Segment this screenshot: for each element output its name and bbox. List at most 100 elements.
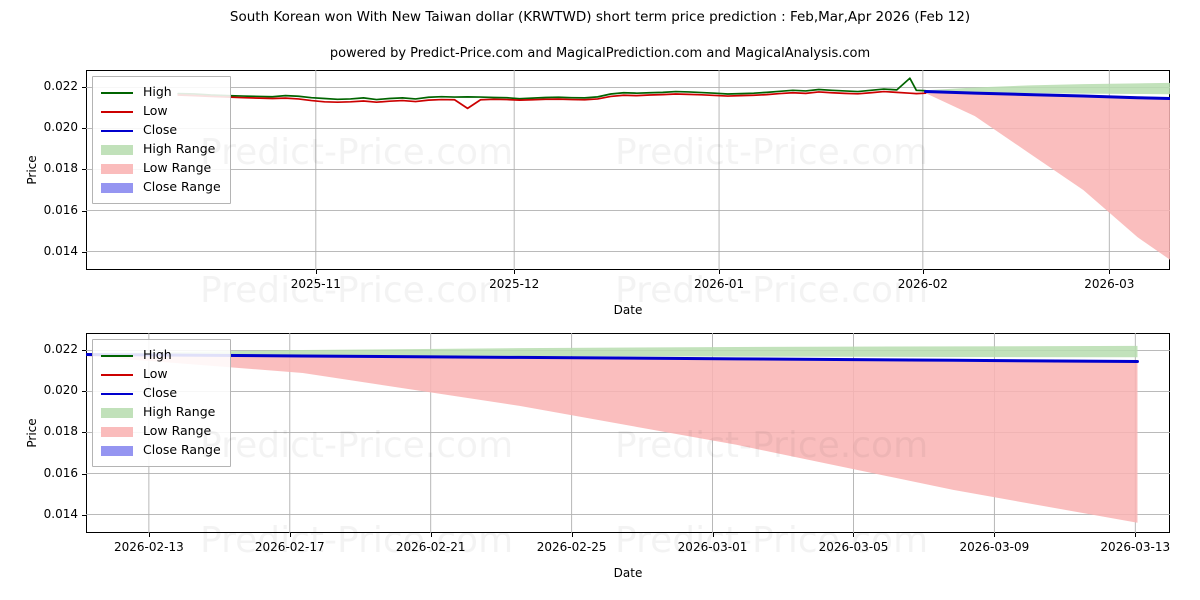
y-tick-mark [82,391,86,393]
x-tick-mark [1109,270,1111,274]
y-tick-label: 0.016 [43,465,78,480]
x-tick-label: 2025-11 [290,277,341,291]
legend-line-swatch-icon [100,349,134,363]
legend-line-swatch-icon [100,124,134,138]
y-tick-label: 0.020 [43,383,78,398]
swatch-mark [101,373,133,376]
legend-line-swatch-icon [100,368,134,382]
x-tick-label: 2026-03-13 [1100,540,1171,554]
swatch-mark [101,407,133,418]
legend-item-high-range: High Range [100,403,221,422]
swatch-mark [101,426,133,437]
x-tick-mark [148,533,150,537]
page-subtitle: powered by Predict-Price.com and Magical… [329,46,871,61]
detail-legend: High Low Close High Range Low Range Close Ran… [92,339,231,467]
x-tick-label: 2026-02-25 [536,540,607,554]
swatch-mark [101,110,133,113]
legend-item-label: Low Range [143,160,212,176]
legend-item-low: Low [100,365,221,384]
x-tick-label: 2026-02-21 [395,540,466,554]
x-tick-label: 2026-03-09 [959,540,1030,554]
legend-item-label: Close Range [143,442,221,458]
page-title: South Korean won With New Taiwan dollar … [229,9,971,25]
y-tick-mark [82,87,86,89]
x-tick-label: 2026-03-05 [818,540,889,554]
y-tick-mark [82,128,86,130]
y-tick-mark [82,169,86,171]
legend-item-high-range: High Range [100,140,221,159]
legend-item-high: High [100,83,221,102]
swatch-mark [101,445,133,456]
x-tick-mark [430,533,432,537]
x-tick-label: 2026-03 [1084,277,1135,291]
y-tick-mark [82,432,86,434]
legend-item-label: Low [143,366,168,382]
swatch-mark [101,392,133,396]
y-tick-mark [82,473,86,475]
legend-line-swatch-icon [100,86,134,100]
overview-legend: High Low Close High Range Low Range Close Ran… [92,76,231,204]
y-tick-mark [82,514,86,516]
x-tick-mark [994,533,996,537]
x-tick-label: 2026-03-01 [677,540,748,554]
y-tick-label: 0.014 [43,506,78,521]
legend-item-close-range: Close Range [100,441,221,460]
legend-item-label: Close Range [143,179,221,195]
legend-item-high: High [100,346,221,365]
legend-item-close-range: Close Range [100,178,221,197]
legend-item-label: High [143,347,172,363]
overview-plot-canvas [86,70,1170,270]
legend-line-swatch-icon [100,387,134,401]
legend-item-low-range: Low Range [100,159,221,178]
x-tick-mark [514,270,516,274]
legend-patch-swatch-icon [100,181,134,195]
forecast-detail-chart-panel [86,333,1170,533]
x-tick-label: 2026-02-13 [113,540,184,554]
swatch-mark [101,163,133,174]
y-tick-label: 0.018 [43,424,78,439]
legend-item-low-range: Low Range [100,422,221,441]
y-tick-mark [82,350,86,352]
swatch-mark [101,354,133,357]
legend-item-label: High Range [143,141,216,157]
x-tick-mark [712,533,714,537]
y-tick-label: 0.022 [43,342,78,357]
legend-patch-swatch-icon [100,425,134,439]
legend-item-low: Low [100,102,221,121]
x-tick-label: 2026-01 [693,277,745,291]
x-tick-mark [922,270,924,274]
legend-line-swatch-icon [100,105,134,119]
detail-x-axis-label: Date [613,566,643,580]
y-tick-label: 0.018 [43,161,78,176]
y-tick-label: 0.014 [43,243,78,258]
legend-item-close: Close [100,121,221,140]
legend-patch-swatch-icon [100,444,134,458]
legend-item-label: Close [143,385,178,401]
legend-item-label: High [143,84,172,100]
swatch-mark [101,91,133,94]
x-tick-label: 2026-02 [897,277,948,291]
x-tick-mark [853,533,855,537]
y-tick-mark [82,251,86,253]
legend-patch-swatch-icon [100,143,134,157]
x-tick-mark [571,533,573,537]
legend-patch-swatch-icon [100,406,134,420]
legend-item-label: High Range [143,404,216,420]
swatch-mark [101,144,133,155]
x-tick-mark [289,533,291,537]
swatch-mark [101,182,133,193]
x-tick-mark [315,270,317,274]
legend-patch-swatch-icon [100,162,134,176]
x-tick-mark [719,270,721,274]
y-tick-label: 0.016 [43,202,78,217]
overview-x-axis-label: Date [613,303,643,317]
x-tick-mark [1135,533,1137,537]
legend-item-label: Close [143,122,178,138]
legend-item-label: Low Range [143,423,212,439]
y-tick-label: 0.022 [43,79,78,94]
x-tick-label: 2026-02-17 [254,540,325,554]
overview-chart-panel [86,70,1170,270]
swatch-mark [101,129,133,133]
y-tick-mark [82,210,86,212]
